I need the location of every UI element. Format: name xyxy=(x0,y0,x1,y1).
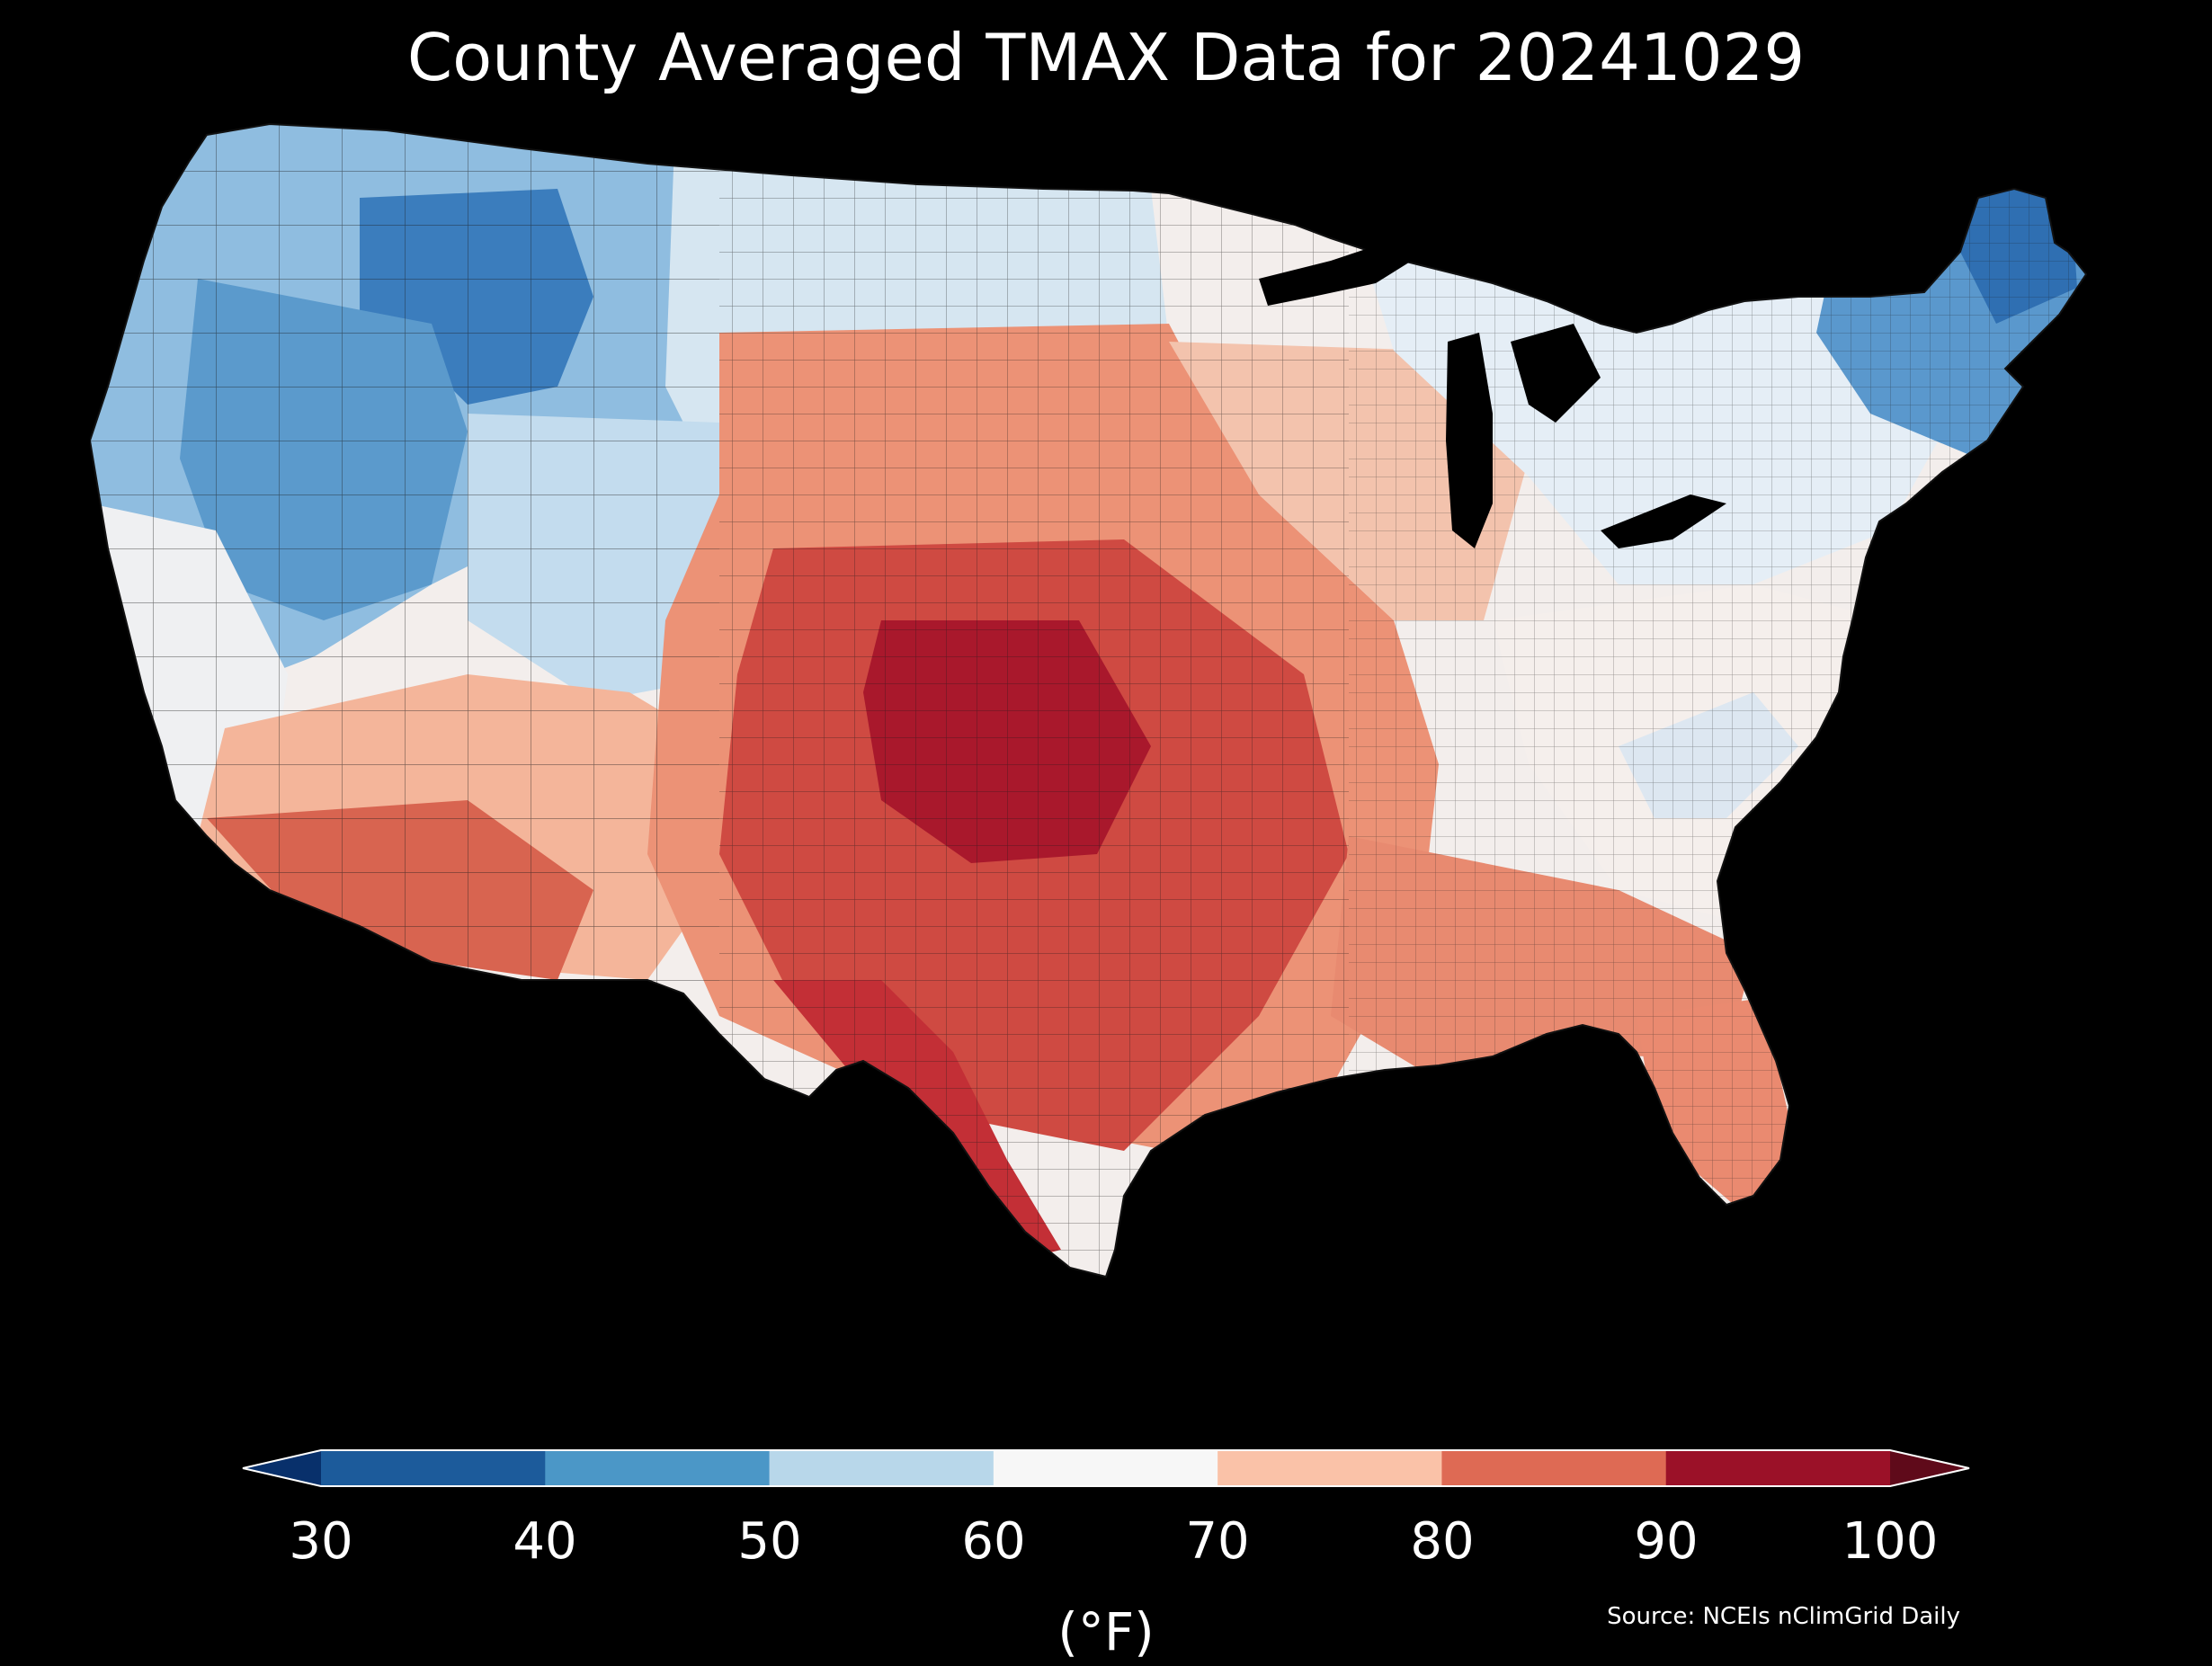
colorbar-extend-high xyxy=(1890,1450,1969,1486)
colorbar-segment xyxy=(769,1450,995,1486)
lake-erie xyxy=(1601,494,1726,548)
us-county-map xyxy=(90,123,2087,1278)
colorbar-extend-low xyxy=(243,1450,321,1486)
colorbar-segment xyxy=(1217,1450,1442,1486)
colorbar-tick-30: 30 xyxy=(289,1512,353,1571)
lake-huron xyxy=(1511,324,1601,423)
colorbar-segment xyxy=(1665,1450,1891,1486)
source-label: Source: NCEIs nClimGrid Daily xyxy=(1607,1603,1960,1630)
colorbar-tick-90: 90 xyxy=(1634,1512,1699,1571)
colorbar-unit-label: (°F) xyxy=(1057,1601,1155,1662)
colorbar-segment xyxy=(545,1450,771,1486)
colorbar-tick-100: 100 xyxy=(1842,1512,1939,1571)
colorbar xyxy=(242,1449,1970,1487)
colorbar-tick-50: 50 xyxy=(737,1512,802,1571)
temperature-fill xyxy=(90,124,2086,1277)
colorbar-segment xyxy=(1441,1450,1667,1486)
colorbar-tick-70: 70 xyxy=(1185,1512,1250,1571)
colorbar-tick-60: 60 xyxy=(961,1512,1026,1571)
colorbar-segment xyxy=(993,1450,1218,1486)
map-title: County Averaged TMAX Data for 20241029 xyxy=(406,20,1806,95)
lake-michigan xyxy=(1446,333,1493,548)
colorbar-segment xyxy=(321,1450,546,1486)
colorbar-tick-40: 40 xyxy=(513,1512,577,1571)
colorbar-outline xyxy=(242,1449,1970,1487)
lake-superior xyxy=(1259,243,1412,306)
colorbar-tick-80: 80 xyxy=(1410,1512,1475,1571)
